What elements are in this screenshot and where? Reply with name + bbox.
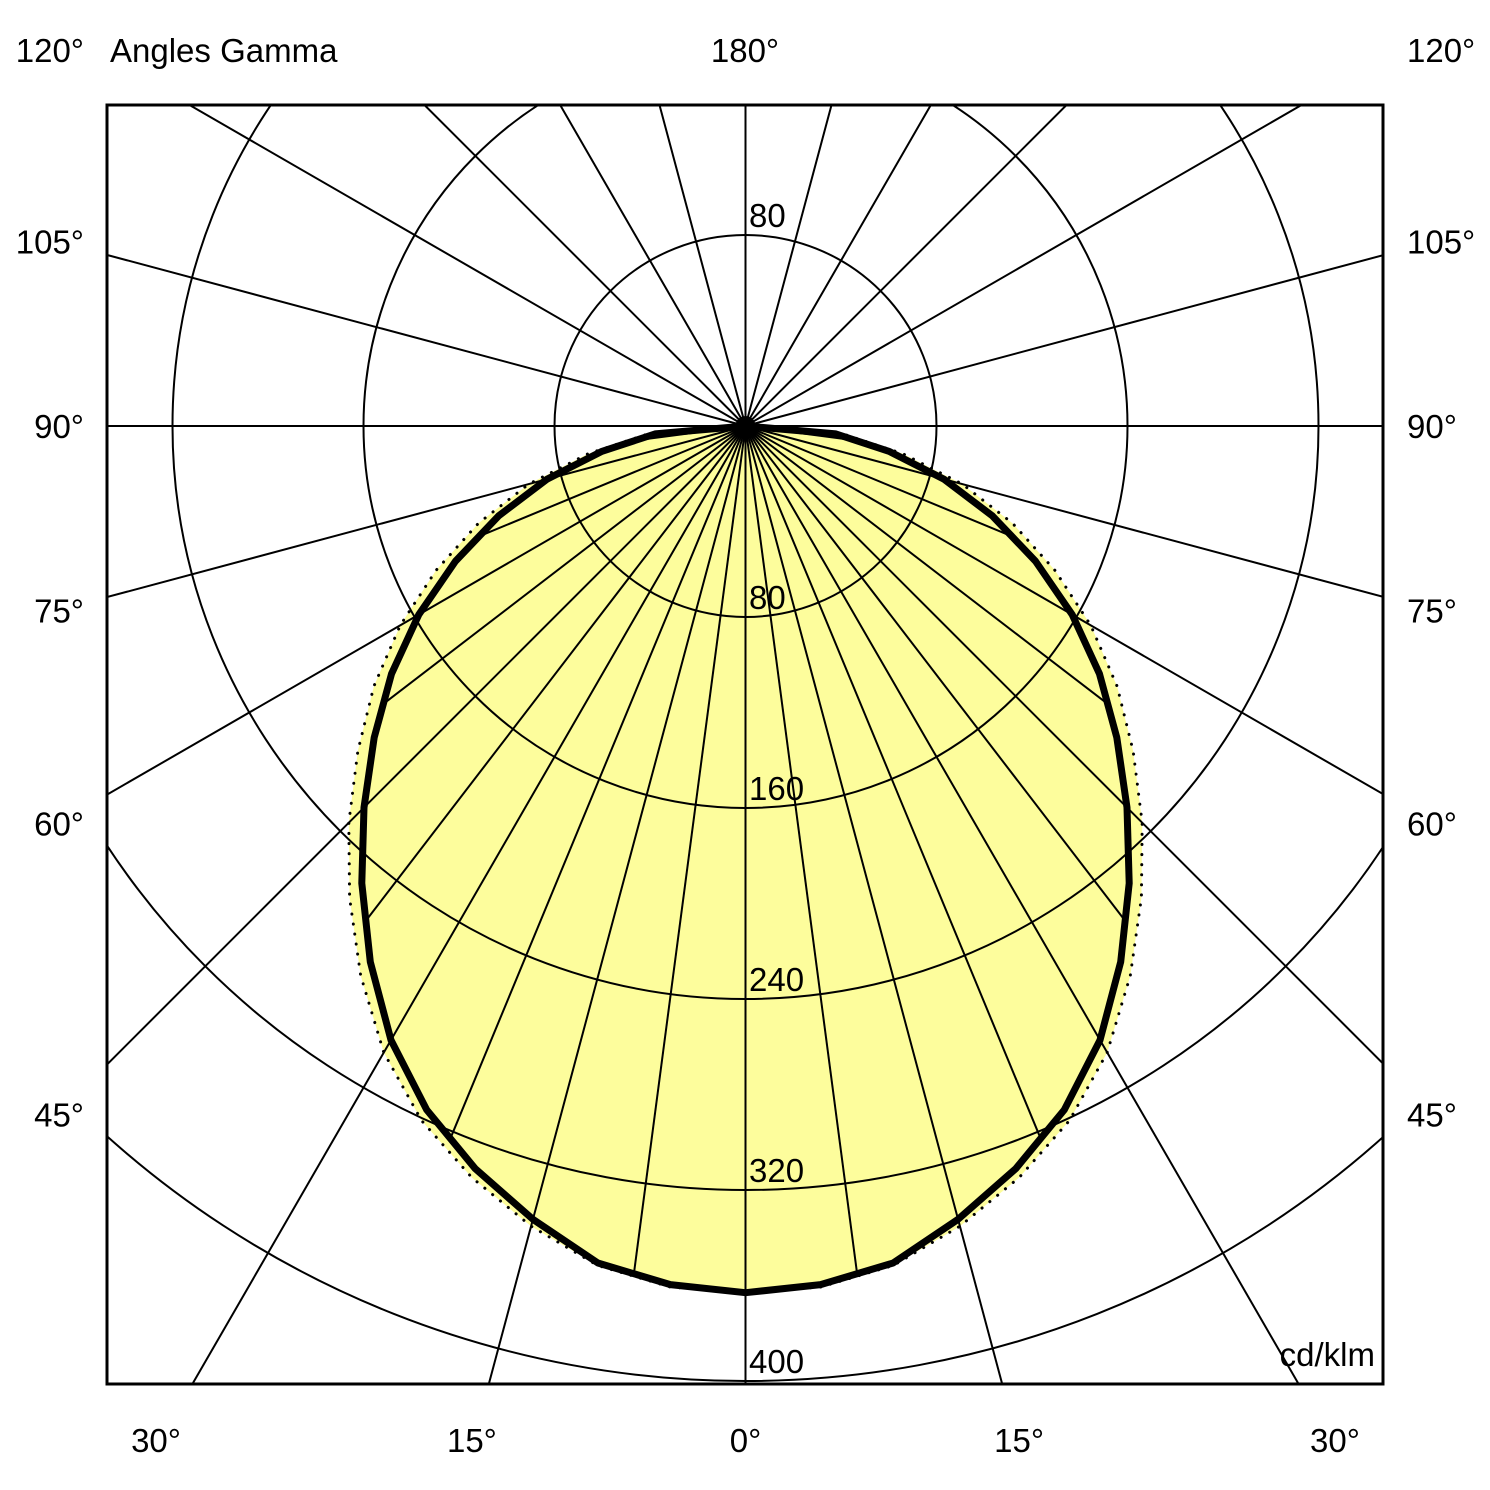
curve-c0-c180	[358, 422, 1133, 1297]
measurement-ray	[363, 425, 747, 923]
measurement-ray	[744, 425, 1110, 706]
chart-title: Angles Gamma	[110, 32, 338, 69]
measurement-ray	[744, 425, 1042, 1140]
gamma-grid-line	[745, 425, 1383, 795]
gamma-axis-label-bottom: 0°	[730, 1422, 762, 1459]
gamma-grid-line	[107, 253, 746, 427]
gamma-axis-label-right: 60°	[1407, 806, 1457, 843]
gamma-grid-line	[107, 425, 746, 796]
gamma-grid-line	[107, 425, 746, 599]
measurement-ray	[476, 425, 746, 539]
gamma-grid-line	[744, 425, 1383, 1065]
gamma-grid-line	[744, 105, 1302, 427]
polar-origin-dot	[735, 416, 756, 436]
gamma-grid-line	[189, 105, 746, 427]
gamma-axis-label-left: 120°	[16, 32, 84, 69]
measurement-ray	[449, 425, 747, 1140]
gamma-grid-line	[745, 254, 1383, 427]
gamma-axis-label-bottom: 15°	[447, 1422, 497, 1459]
gamma-axis-label-left: 105°	[16, 224, 84, 261]
measurement-ray	[745, 425, 1015, 539]
gamma-axis-label-left: 75°	[34, 592, 84, 629]
gamma-grid-line	[744, 425, 1004, 1384]
gamma-axis-label-left: 45°	[34, 1097, 84, 1134]
ring-value-label: 80	[749, 579, 786, 616]
unit-label: cd/klm	[1280, 1336, 1375, 1373]
measurement-ray	[632, 425, 747, 1275]
gamma-axis-label-right: 90°	[1407, 408, 1457, 445]
gamma-grid-line	[487, 425, 747, 1384]
gamma-180-label: 180°	[711, 32, 779, 69]
gamma-axis-label-bottom: 15°	[994, 1422, 1044, 1459]
gamma-grid-line	[744, 105, 833, 427]
plot-border	[105, 103, 1385, 1386]
gamma-grid-line	[191, 425, 747, 1384]
gamma-grid-line	[744, 425, 1300, 1384]
measurement-ray	[381, 425, 747, 706]
gamma-grid-line	[745, 425, 1383, 598]
ring-value-label: 80	[749, 197, 786, 234]
gamma-axis-label-right: 45°	[1407, 1097, 1457, 1134]
gamma-axis-label-bottom: 30°	[131, 1422, 181, 1459]
measurement-rays	[363, 425, 1128, 1275]
gamma-grid-line	[658, 105, 747, 427]
ring-value-label: 160	[749, 770, 804, 807]
gamma-grid-line	[744, 105, 1068, 427]
ring-value-label: 400	[749, 1343, 804, 1380]
gamma-grid-line	[423, 105, 747, 427]
ring-value-label: 240	[749, 961, 804, 998]
gamma-axis-label-bottom: 30°	[1310, 1422, 1360, 1459]
gamma-axis-label-left: 90°	[34, 408, 84, 445]
gamma-axis-label-left: 60°	[34, 806, 84, 843]
gamma-axis-label-right: 75°	[1407, 592, 1457, 629]
gamma-axis-label-right: 120°	[1407, 32, 1475, 69]
chart-layers	[107, 105, 1383, 1384]
gamma-grid-line	[559, 105, 747, 427]
measurement-ray	[744, 425, 859, 1275]
gamma-axis-label-right: 105°	[1407, 224, 1475, 261]
measurement-ray	[744, 425, 1128, 923]
ring-value-label: 320	[749, 1152, 804, 1189]
polar-grid	[107, 105, 1383, 1384]
label-layer: Angles Gamma 180° cd/klm 120° 120° 105° 105…	[16, 32, 1476, 1459]
clipped-layers	[107, 105, 1383, 1384]
gamma-grid-line	[107, 425, 747, 1066]
gamma-grid-line	[744, 105, 932, 427]
